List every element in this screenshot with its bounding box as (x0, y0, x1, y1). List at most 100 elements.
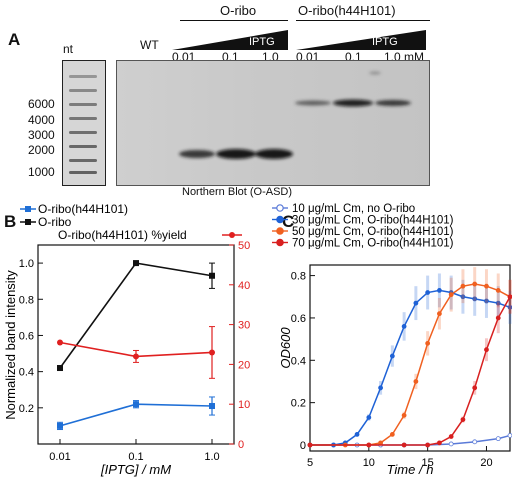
c-point (460, 417, 466, 422)
c-legend-marker (276, 238, 284, 247)
marker-label: 1000 (28, 165, 55, 179)
panel-a-letter: A (8, 30, 21, 49)
group1-bracket (180, 20, 288, 21)
panel-b-letter: B (4, 212, 17, 231)
b-point (209, 403, 215, 410)
c-point (389, 432, 395, 437)
b-ytick-label: 0.4 (19, 367, 34, 379)
plot-frame-c (309, 264, 511, 452)
c-point (389, 353, 395, 359)
c-point (448, 434, 454, 439)
c-point (366, 442, 372, 448)
b-y2tick-label: 30 (238, 320, 250, 332)
c-ytick-label: 0.6 (291, 313, 306, 325)
b-y2tick-label: 20 (238, 359, 250, 371)
c-point (401, 442, 407, 448)
nt-label: nt (63, 42, 74, 56)
c-point (507, 433, 512, 438)
legend-b-series2: O-ribo (38, 215, 72, 229)
c-point (425, 442, 431, 448)
b-point (209, 349, 215, 356)
legend-marker-b3 (229, 232, 235, 238)
b-y2tick-label: 50 (238, 240, 250, 252)
c-legend-marker (276, 215, 284, 224)
c-point (472, 439, 478, 445)
c-xtick-label: 10 (363, 457, 375, 469)
c-point (507, 294, 512, 300)
marker-label: 2000 (28, 143, 55, 157)
c-ytick-label: 0.8 (291, 271, 306, 283)
marker-label: 3000 (28, 128, 55, 142)
panel-b-chart: O-ribo(h44H101) O-ribo O-ribo(h44H101) %… (3, 202, 250, 477)
c-point (472, 296, 478, 302)
iptg-label-2: IPTG (372, 36, 398, 48)
c-series-line (310, 283, 511, 446)
c-series-line (310, 289, 511, 446)
marker-label: 6000 (28, 97, 55, 111)
c-point (472, 385, 478, 391)
c-xtick-label: 15 (422, 457, 434, 469)
c-point (437, 311, 442, 317)
b-y2tick-label: 10 (238, 399, 250, 411)
c-point (495, 436, 501, 442)
b-ytick-label: 0.2 (19, 403, 34, 415)
c-legend-label: 10 μg/mL Cm, no O-ribo (292, 203, 415, 215)
c-point (413, 379, 419, 384)
c-ytick-label: 0 (300, 440, 306, 452)
b-y2tick-label: 0 (238, 439, 244, 451)
b-point (133, 401, 139, 408)
group2-bracket (296, 20, 430, 21)
c-ylabel: OD600 (278, 327, 293, 369)
b-ytick-label: 0.8 (19, 294, 34, 306)
legend-b-series3: O-ribo(h44H101) %yield (58, 228, 187, 242)
c-ytick-label: 0.4 (291, 355, 306, 367)
c-point (307, 442, 313, 448)
c-point (484, 298, 489, 304)
c-legend-label: 70 μg/mL Cm, O-ribo(h44H101) (292, 238, 454, 250)
group1-label: O-ribo (220, 3, 257, 18)
marker-ladder-image (62, 60, 106, 186)
northern-blot-image (116, 60, 430, 186)
b-point (57, 339, 63, 346)
c-point (495, 300, 501, 306)
b-xtick-label: 1.0 (204, 451, 219, 463)
c-series-line (310, 296, 511, 446)
c-point (460, 283, 466, 289)
c-point (495, 315, 501, 321)
b-point (57, 422, 63, 429)
c-point (437, 440, 442, 446)
c-point (425, 340, 431, 346)
c-point (495, 288, 501, 293)
b-xtick-label: 0.01 (49, 451, 70, 463)
group2-label: O-ribo(h44H101) (298, 3, 396, 18)
b-ytick-label: 1.0 (19, 258, 34, 270)
panel-c-letter: C (282, 212, 295, 231)
b-ylabel: Normalized band intensity (3, 270, 18, 420)
c-point (472, 281, 478, 287)
c-xlabel: Time / h (387, 462, 434, 477)
iptg-label-1: IPTG (249, 36, 275, 48)
c-point (448, 292, 454, 298)
iptg-wedge-2 (296, 30, 426, 50)
c-point (401, 412, 407, 418)
blot-caption: Northern Blot (O-ASD) (182, 186, 293, 198)
c-point (448, 441, 454, 447)
c-xtick-label: 20 (480, 457, 492, 469)
legend-marker-b1 (25, 206, 31, 212)
b-point (209, 272, 215, 279)
c-legend-label: 50 μg/mL Cm, O-ribo(h44H101) (292, 226, 454, 238)
b-xtick-label: 0.1 (128, 451, 143, 463)
b-point (57, 365, 63, 372)
b-ytick-label: 0.6 (19, 330, 34, 342)
c-point (437, 288, 442, 293)
b-point (133, 353, 139, 360)
c-point (366, 415, 372, 420)
b-y2tick-label: 40 (238, 280, 250, 292)
c-xtick-label: 5 (307, 457, 313, 469)
c-point (507, 304, 512, 310)
b-xlabel: [IPTG] / mM (100, 462, 171, 477)
legend-b-series1: O-ribo(h44H101) (38, 202, 128, 216)
marker-label: 4000 (28, 113, 55, 127)
c-point (484, 283, 489, 289)
